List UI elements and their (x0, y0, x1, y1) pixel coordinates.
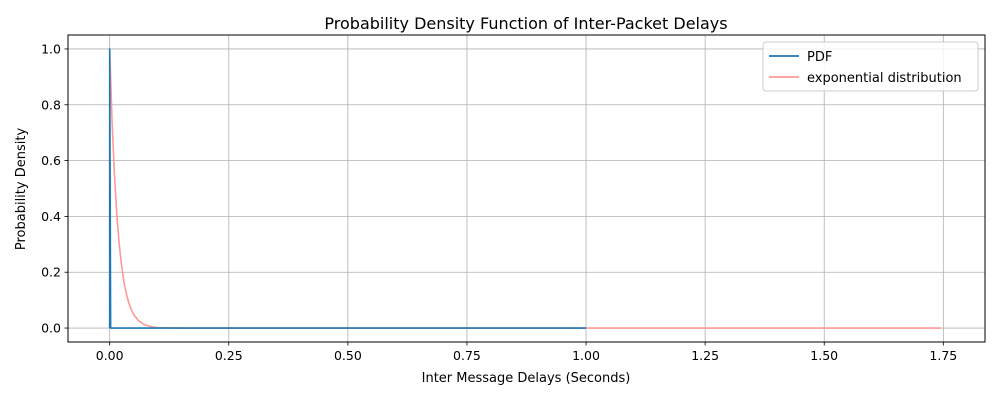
x-tick-label: 1.00 (572, 348, 600, 363)
x-tick-label: 0.50 (334, 348, 362, 363)
y-tick-label: 0.0 (41, 321, 61, 336)
y-axis-ticks: 0.0 0.2 0.4 0.6 0.8 1.0 (41, 41, 68, 336)
y-axis-label: Probability Density (14, 128, 29, 251)
plot-frame (67, 34, 986, 343)
x-axis-label: Inter Message Delays (Seconds) (422, 371, 631, 386)
x-tick-label: 1.25 (691, 348, 719, 363)
chart-title: Probability Density Function of Inter-Pa… (324, 14, 727, 33)
legend-box (762, 41, 979, 92)
y-tick-label: 0.8 (41, 97, 61, 112)
x-axis-ticks: 0.00 0.25 0.50 0.75 1.00 1.25 1.50 1.75 (96, 342, 957, 363)
y-tick-label: 1.0 (41, 41, 61, 56)
legend-label-pdf: PDF (807, 50, 832, 65)
x-tick-label: 0.00 (96, 348, 124, 363)
series-line-pdf (108, 48, 587, 329)
x-tick-label: 0.75 (453, 348, 481, 363)
x-tick-label: 0.25 (215, 348, 243, 363)
series-lines (108, 48, 941, 329)
y-tick-label: 0.6 (41, 153, 61, 168)
x-tick-label: 1.50 (810, 348, 838, 363)
x-tick-label: 1.75 (929, 348, 957, 363)
legend: PDF exponential distribution (762, 41, 979, 92)
legend-label-exponential: exponential distribution (807, 71, 962, 86)
y-tick-label: 0.4 (41, 209, 61, 224)
y-tick-label: 0.2 (41, 265, 61, 280)
